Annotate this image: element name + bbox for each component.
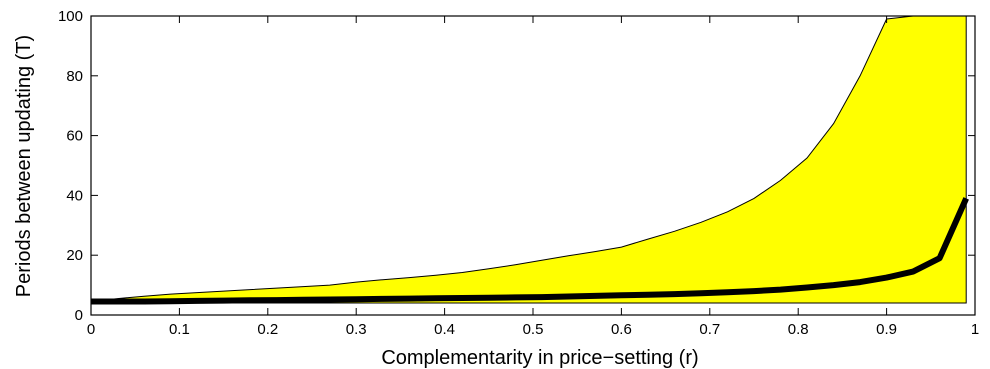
y-tick-label: 80 bbox=[66, 68, 83, 85]
y-tick-label: 40 bbox=[66, 187, 83, 204]
y-tick-label: 20 bbox=[66, 247, 83, 264]
y-tick-label: 0 bbox=[75, 307, 83, 324]
y-axis-label: Periods between updating (T) bbox=[13, 35, 35, 297]
x-tick-label: 0.5 bbox=[523, 321, 544, 338]
band-area bbox=[90, 15, 967, 304]
x-tick-label: 0.3 bbox=[346, 321, 367, 338]
y-tick-label: 60 bbox=[66, 128, 83, 145]
x-tick-label: 0.2 bbox=[257, 321, 278, 338]
y-tick-label: 100 bbox=[58, 8, 83, 25]
x-tick-label: 0.1 bbox=[169, 321, 190, 338]
x-tick-label: 0 bbox=[87, 321, 95, 338]
x-axis-label: Complementarity in price−setting (r) bbox=[381, 347, 698, 369]
x-tick-label: 0.6 bbox=[611, 321, 632, 338]
series-line-0 bbox=[91, 197, 969, 305]
x-tick-label: 0.7 bbox=[699, 321, 720, 338]
x-tick-label: 0.4 bbox=[434, 321, 455, 338]
x-tick-label: 1 bbox=[971, 321, 979, 338]
x-tick-label: 0.8 bbox=[788, 321, 809, 338]
x-tick-label: 0.9 bbox=[876, 321, 897, 338]
